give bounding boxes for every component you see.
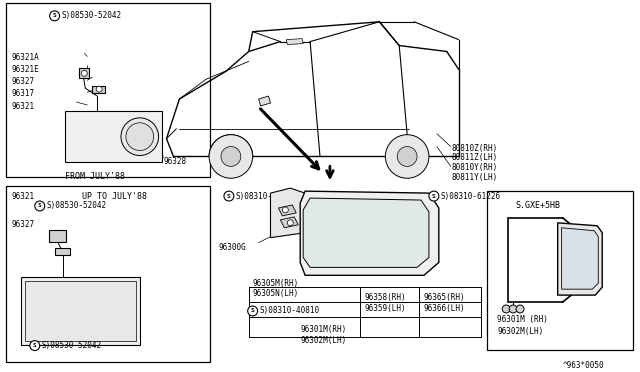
Text: 96358(RH): 96358(RH) <box>365 293 406 302</box>
Circle shape <box>282 207 288 213</box>
Text: 96321A: 96321A <box>11 54 39 62</box>
Polygon shape <box>278 205 296 216</box>
Text: ^963*0050: ^963*0050 <box>563 362 604 371</box>
Text: 96328: 96328 <box>164 157 187 166</box>
Bar <box>6 186 210 362</box>
Text: 96321: 96321 <box>11 192 34 201</box>
Polygon shape <box>49 230 67 242</box>
Text: 96302M(LH): 96302M(LH) <box>300 336 346 345</box>
Text: S: S <box>38 203 42 208</box>
Polygon shape <box>79 68 89 78</box>
Text: 96301M(RH): 96301M(RH) <box>300 325 346 334</box>
Text: FROM JULY'88: FROM JULY'88 <box>65 172 125 181</box>
Polygon shape <box>92 86 105 93</box>
Polygon shape <box>300 191 439 275</box>
Text: S)08530-52042: S)08530-52042 <box>42 341 102 350</box>
Circle shape <box>248 306 258 316</box>
Text: 96327: 96327 <box>11 77 34 86</box>
Text: 80810Y(RH): 80810Y(RH) <box>452 163 498 172</box>
Polygon shape <box>54 248 70 256</box>
Text: S: S <box>52 13 56 18</box>
Circle shape <box>121 118 159 155</box>
Text: 96302M(LH): 96302M(LH) <box>497 327 543 336</box>
Text: 96301M (RH): 96301M (RH) <box>497 315 548 324</box>
Text: S: S <box>227 193 231 199</box>
Circle shape <box>502 305 510 313</box>
Circle shape <box>50 11 60 21</box>
Polygon shape <box>557 223 602 295</box>
Polygon shape <box>286 39 303 45</box>
Text: 96366(LH): 96366(LH) <box>424 304 466 313</box>
Polygon shape <box>259 96 271 106</box>
Circle shape <box>126 123 154 151</box>
Circle shape <box>209 135 253 178</box>
Circle shape <box>516 305 524 313</box>
Polygon shape <box>280 217 298 228</box>
Text: 96305M(RH): 96305M(RH) <box>253 279 299 288</box>
Circle shape <box>509 305 517 313</box>
Text: S: S <box>432 193 436 199</box>
Text: S)08310-61226: S)08310-61226 <box>441 192 501 201</box>
Circle shape <box>221 147 241 166</box>
Polygon shape <box>303 198 429 267</box>
Circle shape <box>81 70 87 76</box>
Text: 80811Z(LH): 80811Z(LH) <box>452 154 498 163</box>
Polygon shape <box>271 188 305 238</box>
Text: 96359(LH): 96359(LH) <box>365 304 406 313</box>
Circle shape <box>397 147 417 166</box>
Text: S)08530-52042: S)08530-52042 <box>47 202 107 211</box>
Text: 96321: 96321 <box>11 102 34 111</box>
Text: S: S <box>251 308 255 314</box>
Polygon shape <box>65 111 161 163</box>
Text: S)08310-61225: S)08310-61225 <box>236 192 296 201</box>
Text: 96365(RH): 96365(RH) <box>424 293 466 302</box>
Text: 96317: 96317 <box>11 89 34 98</box>
Text: 96300G: 96300G <box>219 243 247 251</box>
Polygon shape <box>562 228 598 289</box>
Polygon shape <box>25 281 136 341</box>
Circle shape <box>35 201 45 211</box>
Circle shape <box>287 220 293 226</box>
Text: 96327: 96327 <box>11 220 34 229</box>
Text: S)08310-40810: S)08310-40810 <box>260 307 320 315</box>
Text: 96305N(LH): 96305N(LH) <box>253 289 299 298</box>
Text: 80811Y(LH): 80811Y(LH) <box>452 173 498 182</box>
Text: S)08530-52042: S)08530-52042 <box>61 11 122 20</box>
Text: S: S <box>33 343 36 348</box>
Bar <box>6 3 210 177</box>
Circle shape <box>224 191 234 201</box>
Circle shape <box>96 86 102 92</box>
Circle shape <box>385 135 429 178</box>
Text: 96321E: 96321E <box>11 65 39 74</box>
Circle shape <box>30 341 40 350</box>
Circle shape <box>429 191 439 201</box>
Bar <box>487 191 633 350</box>
Text: S.GXE+5HB: S.GXE+5HB <box>515 201 560 210</box>
Polygon shape <box>21 277 140 344</box>
Text: 80810Z(RH): 80810Z(RH) <box>452 144 498 153</box>
Text: UP TO JULY'88: UP TO JULY'88 <box>83 192 147 201</box>
